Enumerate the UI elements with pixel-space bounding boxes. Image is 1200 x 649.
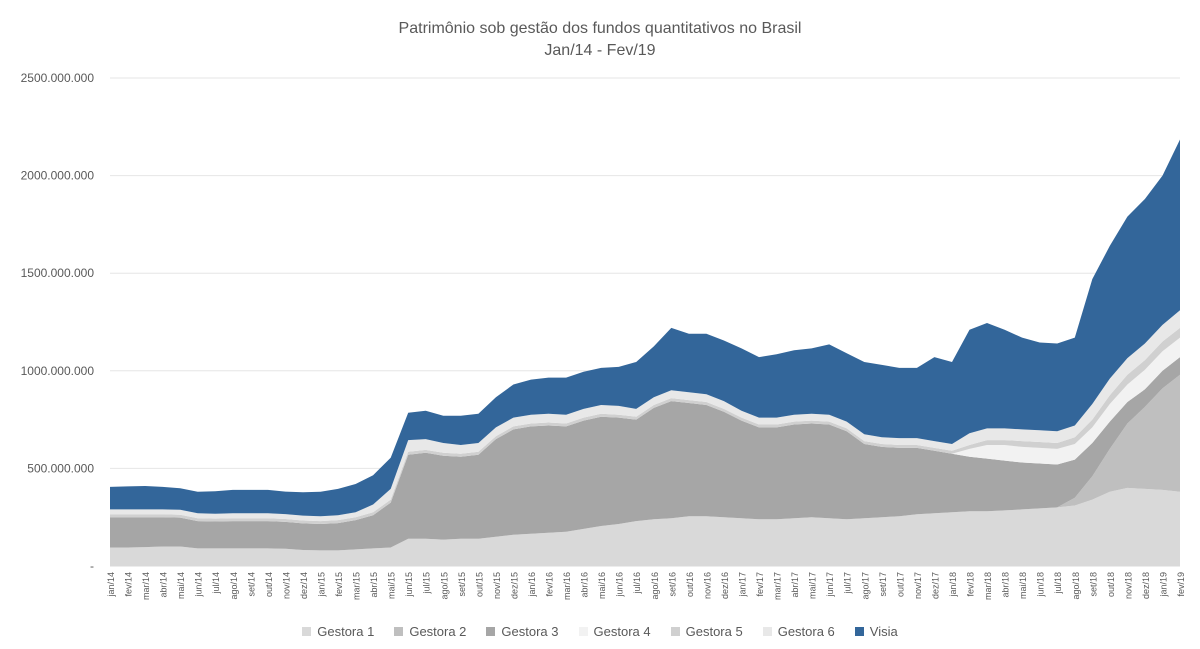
x-tick-label: jan/17 (737, 572, 747, 598)
legend-item: Gestora 1 (302, 624, 374, 639)
x-tick-label: jan/15 (316, 572, 326, 598)
x-tick-label: mai/15 (387, 572, 397, 599)
x-tick-label: mai/17 (808, 572, 818, 599)
x-tick-label: nov/17 (913, 572, 923, 599)
x-tick-label: jul/16 (632, 572, 642, 595)
x-tick-label: out/15 (474, 572, 484, 597)
y-tick-label: 2000.000.000 (21, 169, 95, 183)
area-visia (110, 139, 1180, 517)
x-tick-label: set/16 (667, 572, 677, 597)
chart-subtitle: Jan/14 - Fev/19 (544, 42, 656, 59)
legend-item: Gestora 6 (762, 624, 835, 639)
x-tick-label: ago/15 (439, 572, 449, 600)
x-tick-label: ago/14 (229, 572, 239, 600)
legend-label: Visia (869, 624, 898, 639)
x-tick-label: out/14 (264, 572, 274, 597)
x-tick-label: jul/14 (211, 572, 221, 595)
x-tick-label: fev/18 (966, 572, 976, 597)
legend-swatch (670, 627, 680, 636)
x-tick-label: mar/14 (141, 572, 151, 600)
legend-item: Visia (854, 624, 898, 639)
area-gestora-1 (110, 487, 1180, 566)
x-tick-label: dez/18 (1141, 572, 1151, 599)
x-tick-label: nov/14 (281, 572, 291, 599)
x-tick-label: jun/16 (615, 572, 625, 598)
x-tick-label: ago/17 (860, 572, 870, 600)
x-tick-label: set/18 (1088, 572, 1098, 597)
legend-swatch (854, 627, 864, 636)
x-tick-label: jul/15 (422, 572, 432, 595)
x-tick-label: abr/15 (369, 572, 379, 598)
x-tick-label: mar/17 (773, 572, 783, 600)
x-tick-label: dez/16 (720, 572, 730, 599)
x-tick-label: jun/18 (1036, 572, 1046, 598)
legend-label: Gestora 3 (501, 624, 559, 639)
x-tick-label: fev/19 (1176, 572, 1186, 597)
legend-label: Gestora 6 (777, 624, 835, 639)
x-tick-label: set/17 (878, 572, 888, 597)
y-tick-label: 500.000.000 (27, 461, 94, 475)
y-tick-label: 1000.000.000 (21, 364, 95, 378)
x-tick-label: ago/18 (1071, 572, 1081, 600)
legend-swatch (302, 627, 312, 636)
legend-swatch (578, 627, 588, 636)
x-tick-label: nov/16 (702, 572, 712, 599)
legend-item: Gestora 5 (670, 624, 743, 639)
x-tick-label: nov/18 (1123, 572, 1133, 599)
x-tick-label: jan/14 (106, 572, 116, 598)
x-tick-label: mar/18 (983, 572, 993, 600)
x-tick-label: fev/17 (755, 572, 765, 597)
x-tick-label: jan/18 (948, 572, 958, 598)
x-tick-label: jun/15 (404, 572, 414, 598)
legend-label: Gestora 4 (593, 624, 651, 639)
x-tick-label: abr/16 (580, 572, 590, 598)
x-tick-label: set/14 (246, 572, 256, 597)
x-tick-label: fev/15 (334, 572, 344, 597)
legend-item: Gestora 3 (486, 624, 559, 639)
legend-swatch (486, 627, 496, 636)
x-tick-label: set/15 (457, 572, 467, 597)
x-tick-label: mar/16 (562, 572, 572, 600)
legend-swatch (394, 627, 404, 636)
x-tick-label: dez/14 (299, 572, 309, 599)
legend-item: Gestora 4 (578, 624, 651, 639)
x-tick-label: fev/16 (545, 572, 555, 597)
x-tick-label: dez/17 (930, 572, 940, 599)
x-tick-label: jan/16 (527, 572, 537, 598)
x-tick-label: mai/14 (176, 572, 186, 599)
x-tick-label: mai/16 (597, 572, 607, 599)
x-tick-label: abr/17 (790, 572, 800, 598)
legend-label: Gestora 5 (685, 624, 743, 639)
x-tick-label: ago/16 (650, 572, 660, 600)
x-tick-label: jan/19 (1158, 572, 1168, 598)
x-tick-label: dez/15 (509, 572, 519, 599)
legend-item: Gestora 2 (394, 624, 466, 639)
x-tick-label: mai/18 (1018, 572, 1028, 599)
legend-label: Gestora 2 (409, 624, 467, 639)
legend-label: Gestora 1 (317, 624, 375, 639)
y-tick-label: 1500.000.000 (21, 266, 95, 280)
x-tick-label: nov/15 (492, 572, 502, 599)
y-tick-label: 2500.000.000 (21, 71, 95, 85)
legend-swatch (762, 627, 772, 636)
x-tick-label: abr/14 (159, 572, 169, 598)
x-tick-label: jul/17 (843, 572, 853, 595)
y-tick-label: - (90, 559, 94, 573)
x-tick-label: jun/14 (194, 572, 204, 598)
x-tick-label: out/18 (1106, 572, 1116, 597)
legend: Gestora 1 Gestora 2 Gestora 3 Gestora 4 Gest… (0, 624, 1200, 639)
area-gestora-3 (110, 357, 1180, 551)
x-tick-label: fev/14 (124, 572, 134, 597)
chart-title: Patrimônio sob gestão dos fundos quantit… (398, 20, 802, 37)
x-tick-label: abr/18 (1001, 572, 1011, 598)
x-tick-label: jul/18 (1053, 572, 1063, 595)
x-tick-label: jun/17 (825, 572, 835, 598)
x-tick-label: out/17 (895, 572, 905, 597)
x-tick-label: mar/15 (352, 572, 362, 600)
x-tick-label: out/16 (685, 572, 695, 597)
